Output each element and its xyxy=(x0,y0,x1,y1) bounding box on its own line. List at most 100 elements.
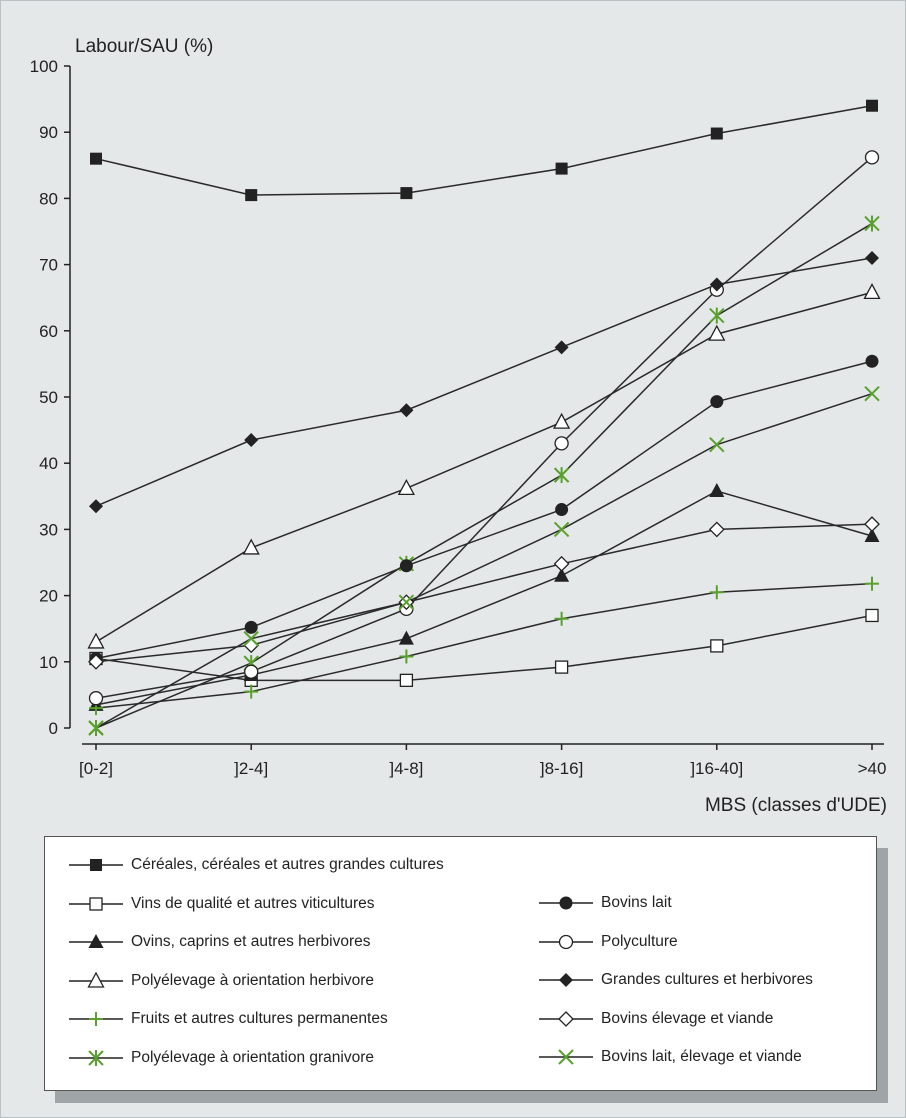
data-point xyxy=(90,152,102,165)
y-tick-label: 60 xyxy=(39,322,58,341)
x-tick-label: ]8-16] xyxy=(540,759,583,778)
legend-item: Fruits et autres cultures permanentes xyxy=(69,1005,388,1033)
legend-label: Vins de qualité et autres viticultures xyxy=(131,894,375,912)
series-line xyxy=(95,490,873,706)
data-point xyxy=(554,611,569,626)
legend-item: Grandes cultures et herbivores xyxy=(539,966,813,994)
data-point xyxy=(554,340,569,355)
y-tick-label: 20 xyxy=(39,587,58,606)
line-chart: 0 10 20 30 40 50 60 70 80 90 100 [0-2]]2-4]]4-8]]8-… xyxy=(30,36,887,816)
data-point xyxy=(864,385,880,402)
legend-symbol xyxy=(69,934,123,948)
legend-label: Bovins lait, élevage et viande xyxy=(601,1048,802,1065)
data-point xyxy=(399,559,413,573)
legend-marker xyxy=(88,1049,104,1066)
legend-marker xyxy=(558,1010,574,1027)
legend-item: Bovins lait xyxy=(539,889,672,917)
data-point xyxy=(398,594,415,610)
data-point xyxy=(89,499,103,514)
legend-item: Céréales, céréales et autres grandes cul… xyxy=(69,851,444,879)
series-line xyxy=(95,291,873,643)
legend-marker xyxy=(88,934,104,948)
data-point xyxy=(709,277,724,292)
data-point xyxy=(554,436,569,451)
legend-marker xyxy=(559,896,573,910)
legend-symbol xyxy=(539,896,593,910)
series-line xyxy=(95,257,873,507)
data-point xyxy=(708,521,725,538)
y-tick-label: 100 xyxy=(30,57,58,76)
legend-marker xyxy=(558,934,574,949)
series-line xyxy=(95,156,873,699)
series-line xyxy=(95,360,873,660)
legend-symbol xyxy=(539,1049,593,1065)
legend-item: Bovins élevage et viande xyxy=(539,1005,773,1033)
legend-marker xyxy=(559,973,573,987)
data-point xyxy=(710,395,724,409)
data-point xyxy=(244,433,259,448)
data-point xyxy=(244,684,259,699)
series-line xyxy=(95,523,873,663)
data-point xyxy=(399,649,414,664)
series-line xyxy=(95,104,873,196)
y-tick-label: 90 xyxy=(39,123,58,142)
data-point xyxy=(244,664,259,679)
data-point xyxy=(553,521,570,538)
data-point xyxy=(866,99,878,112)
data-point xyxy=(865,576,879,591)
legend-label: Bovins élevage et viande xyxy=(601,1009,774,1027)
data-point xyxy=(865,354,879,368)
data-point xyxy=(88,691,104,706)
legend-symbol xyxy=(539,973,593,987)
data-point xyxy=(399,673,414,687)
data-point xyxy=(865,250,879,265)
legend-item: Vins de qualité et autres viticultures xyxy=(69,890,375,918)
series-line xyxy=(95,222,873,729)
data-point xyxy=(709,436,725,453)
legend-label: Polyculture xyxy=(601,932,678,950)
data-point xyxy=(709,307,725,324)
legend-symbol xyxy=(69,859,123,871)
x-tick-label: ]2-4] xyxy=(234,759,268,778)
data-point xyxy=(554,660,569,674)
legend-label: Grandes cultures et herbivores xyxy=(601,971,813,988)
data-point xyxy=(863,283,881,300)
legend-label: Bovins lait xyxy=(601,894,672,911)
data-point xyxy=(88,653,104,670)
data-point xyxy=(400,187,413,200)
data-point xyxy=(710,127,723,140)
legend-symbol xyxy=(539,1010,593,1027)
data-point xyxy=(244,620,258,634)
x-tick-label: >40 xyxy=(858,759,887,778)
y-tick-label: 30 xyxy=(39,520,58,539)
legend-item: Polyculture xyxy=(539,928,678,956)
data-point xyxy=(865,608,879,623)
data-point xyxy=(709,483,725,498)
legend-symbol xyxy=(69,1049,123,1066)
data-point xyxy=(553,467,570,484)
y-tick-label: 50 xyxy=(39,388,58,407)
data-point xyxy=(88,720,104,736)
legend-symbol xyxy=(69,896,123,911)
legend: Céréales, céréales et autres grandes cul… xyxy=(44,836,877,1091)
legend-label: Ovins, caprins et autres herbivores xyxy=(131,933,371,950)
data-point xyxy=(709,585,724,600)
data-point xyxy=(554,567,570,582)
legend-symbol xyxy=(539,934,593,949)
data-point xyxy=(864,215,880,232)
data-point xyxy=(553,555,570,572)
legend-marker xyxy=(89,896,103,911)
data-point xyxy=(87,632,105,649)
x-tick-label: ]4-8] xyxy=(389,759,423,778)
data-point xyxy=(243,630,259,647)
legend-marker xyxy=(87,971,105,988)
x-tick-label: [0-2] xyxy=(79,759,113,778)
y-tick-label: 0 xyxy=(49,719,58,738)
legend-item: Polyélevage à orientation herbivore xyxy=(69,967,374,995)
y-axis-label: Labour/SAU (%) xyxy=(75,36,213,57)
data-point xyxy=(555,503,569,517)
data-point xyxy=(399,403,414,418)
legend-item: Polyélevage à orientation granivore xyxy=(69,1044,374,1072)
legend-label: Polyélevage à orientation herbivore xyxy=(131,971,374,989)
data-point xyxy=(397,478,415,496)
